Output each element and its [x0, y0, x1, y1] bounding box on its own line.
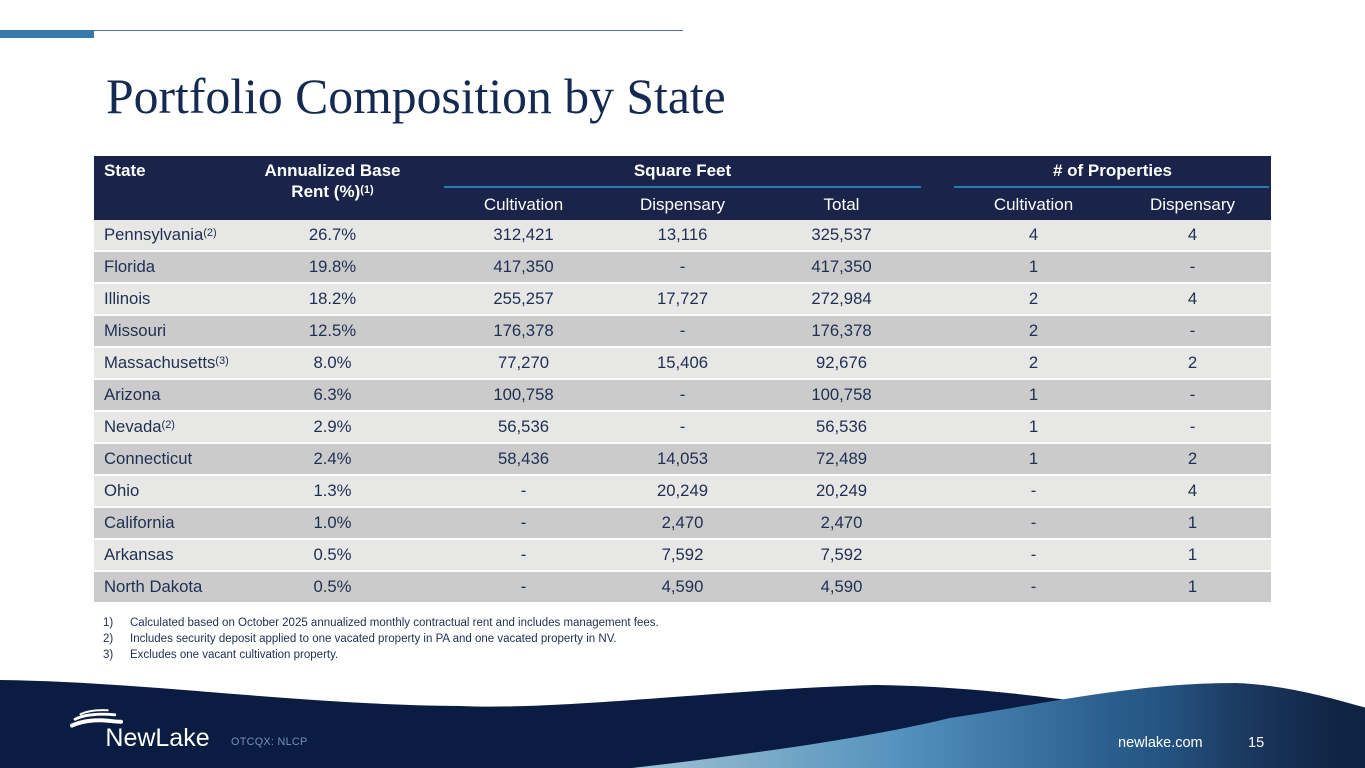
- svg-text:NewLake: NewLake: [105, 724, 209, 752]
